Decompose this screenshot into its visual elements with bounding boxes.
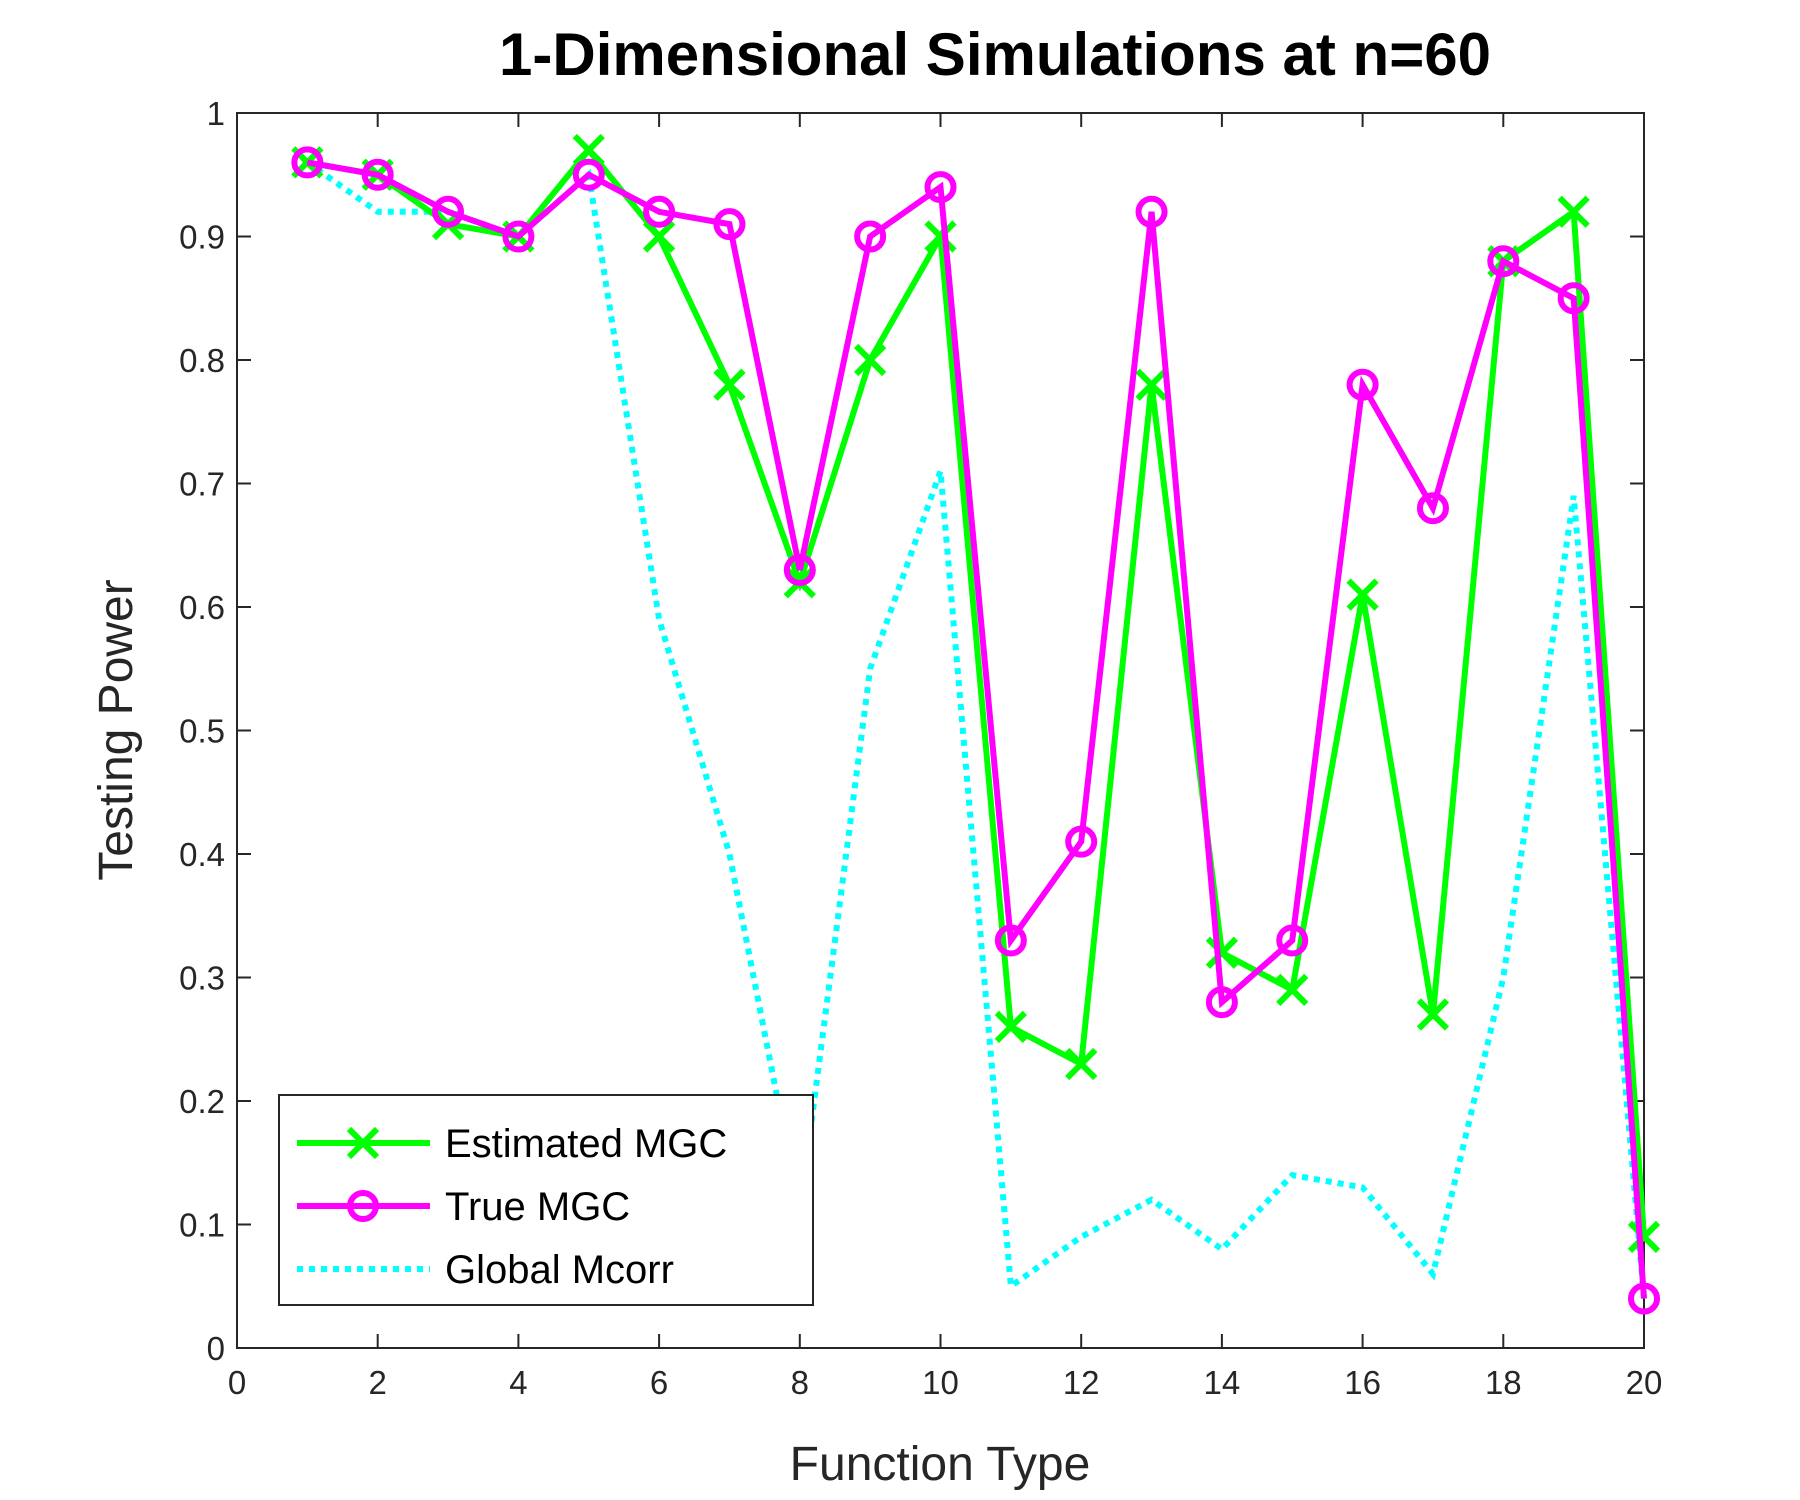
data-point-true-mgc: [1487, 245, 1520, 278]
legend-box: [278, 1094, 814, 1306]
x-tick-label: 0: [228, 1364, 246, 1401]
data-point-true-mgc: [572, 158, 605, 191]
data-point-true-mgc: [1416, 492, 1449, 525]
data-point-estimated-mgc-stroke: [1276, 973, 1309, 1006]
data-point-true-mgc: [1557, 282, 1590, 315]
data-point-estimated-mgc-stroke: [994, 1010, 1027, 1044]
data-point-true-mgc: [783, 553, 816, 586]
x-tick-label: 8: [791, 1364, 809, 1401]
y-tick-label: 0.1: [179, 1207, 225, 1244]
data-point-estimated-mgc: [1276, 973, 1309, 1006]
data-point-estimated-mgc: [1557, 195, 1590, 228]
data-point-estimated-mgc-stroke: [924, 220, 957, 253]
x-axis-label: Function Type: [790, 1438, 1091, 1491]
x-tick-label: 6: [650, 1364, 668, 1401]
x-axis: 0 2 4 6 8 10 12 14 16 18 20: [228, 113, 1663, 1401]
y-tick-label: 0.7: [179, 466, 225, 503]
data-point-estimated-mgc: [1205, 936, 1239, 969]
data-point-true-mgc: [432, 195, 465, 228]
data-point-true-mgc: [1628, 1282, 1660, 1315]
data-point-true-mgc: [502, 220, 535, 253]
data-point-true-mgc: [1135, 195, 1168, 228]
y-tick-label: 0.3: [179, 960, 225, 997]
data-point-estimated-mgc-stroke: [1557, 195, 1590, 228]
y-tick-label: 0.6: [179, 589, 225, 626]
data-point-estimated-mgc-stroke: [642, 220, 676, 253]
legend-label-true-mgc: True MGC: [445, 1185, 630, 1229]
series-true-mgc: [291, 146, 1660, 1315]
data-point-estimated-mgc: [854, 343, 887, 377]
y-tick-label: 0: [207, 1330, 225, 1367]
data-point-true-mgc: [713, 208, 746, 241]
data-point-estimated-mgc-stroke: [1065, 1047, 1098, 1081]
data-point-estimated-mgc: [994, 1010, 1027, 1044]
y-tick-label: 0.5: [179, 713, 225, 750]
data-point-estimated-mgc-stroke: [1135, 368, 1168, 401]
data-point-estimated-mgc: [1627, 1220, 1661, 1253]
data-point-true-mgc: [361, 158, 394, 191]
x-tick-label: 18: [1485, 1364, 1522, 1401]
y-tick-label: 0.8: [179, 342, 225, 379]
y-axis-label: Testing Power: [90, 579, 143, 880]
chart-title: 1-Dimensional Simulations at n=60: [499, 21, 1491, 88]
data-point-estimated-mgc: [924, 220, 957, 253]
data-point-estimated-mgc: [572, 133, 605, 167]
data-point-true-mgc: [1205, 986, 1238, 1019]
legend-marker-estimated-mgc-stroke: [346, 1126, 380, 1160]
data-point-true-mgc: [1065, 825, 1098, 858]
data-point-estimated-mgc: [713, 368, 746, 401]
data-point-true-mgc: [924, 171, 957, 204]
y-tick-label: 0.4: [179, 836, 225, 873]
y-tick-label: 0.9: [179, 219, 225, 256]
series-layer: [291, 133, 1661, 1315]
data-point-estimated-mgc-stroke: [1416, 998, 1450, 1031]
legend-label-global-mcorr: Global Mcorr: [445, 1248, 674, 1292]
x-tick-label: 10: [922, 1364, 959, 1401]
data-point-estimated-mgc-stroke: [1627, 1220, 1661, 1253]
data-point-true-mgc: [291, 146, 324, 179]
data-point-estimated-mgc-stroke: [572, 133, 605, 167]
data-point-estimated-mgc: [1416, 998, 1450, 1031]
y-tick-label: 0.2: [179, 1083, 225, 1120]
data-point-estimated-mgc-stroke: [1346, 578, 1379, 611]
x-tick-label: 12: [1063, 1364, 1100, 1401]
data-point-estimated-mgc: [1065, 1047, 1098, 1081]
data-point-estimated-mgc: [1346, 578, 1379, 611]
data-point-true-mgc: [643, 195, 676, 228]
y-axis: 0 0.1 0.2 0.3 0.4 0.5 0.6 0.7 0.8 0.9 1: [179, 95, 1644, 1367]
legend-marker-estimated-mgc: [346, 1126, 380, 1160]
data-point-true-mgc: [1276, 924, 1309, 957]
data-point-true-mgc: [1346, 368, 1379, 401]
y-tick-label: 1: [207, 95, 225, 132]
data-point-estimated-mgc: [1135, 368, 1168, 401]
legend-label-estimated-mgc: Estimated MGC: [445, 1122, 727, 1166]
data-point-estimated-mgc: [642, 220, 676, 253]
x-tick-label: 20: [1626, 1364, 1663, 1401]
legend-marker-true-mgc: [347, 1190, 379, 1222]
data-point-estimated-mgc-stroke: [1205, 936, 1239, 969]
x-tick-label: 16: [1344, 1364, 1381, 1401]
data-point-estimated-mgc-stroke: [854, 343, 887, 377]
x-tick-label: 2: [369, 1364, 387, 1401]
legend: Estimated MGC True MGC Global Mcorr: [278, 1094, 814, 1306]
x-tick-label: 4: [509, 1364, 527, 1401]
data-point-true-mgc: [994, 924, 1027, 957]
x-tick-label: 14: [1204, 1364, 1241, 1401]
data-point-estimated-mgc-stroke: [713, 368, 746, 401]
data-point-true-mgc: [854, 220, 887, 253]
